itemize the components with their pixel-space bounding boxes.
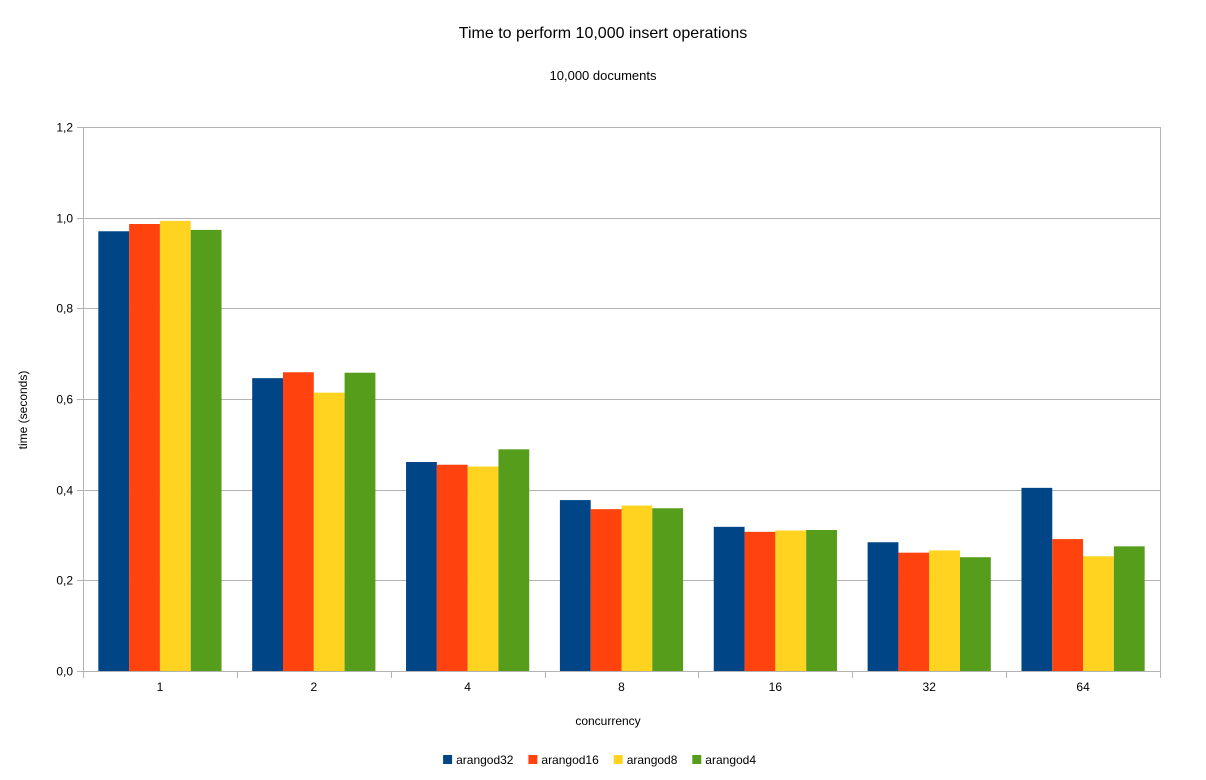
x-tick-label: 1 — [157, 680, 164, 694]
y-tick-label: 0,4 — [56, 484, 73, 498]
x-tick-label: 16 — [769, 680, 783, 694]
bar-arangod8-8 — [621, 505, 653, 671]
bar-arangod16-16 — [744, 531, 776, 671]
x-tick-label: 8 — [618, 680, 625, 694]
bar-arangod8-64 — [1083, 556, 1114, 671]
bar-arangod16-1 — [129, 224, 160, 671]
bar-arangod16-32 — [898, 552, 930, 671]
y-tick-label: 0,0 — [56, 665, 73, 679]
y-axis-title: time (seconds) — [16, 371, 30, 450]
legend-swatch — [692, 755, 702, 764]
bar-arangod16-8 — [590, 509, 622, 671]
y-tick-label: 1,0 — [56, 212, 73, 226]
bar-arangod16-4 — [436, 464, 468, 671]
legend-item-arangod8: arangod8 — [613, 753, 678, 767]
bar-arangod8-1 — [159, 220, 191, 671]
legend-label: arangod16 — [541, 753, 599, 767]
legend-item-arangod4: arangod4 — [692, 753, 756, 767]
bar-arangod4-8 — [652, 508, 684, 671]
bar-arangod8-32 — [929, 550, 961, 671]
y-tick-label: 0,8 — [56, 302, 73, 316]
legend-label: arangod8 — [627, 753, 678, 767]
x-tick-label: 4 — [464, 680, 471, 694]
bar-arangod4-2 — [344, 372, 376, 671]
bar-arangod32-32 — [867, 542, 899, 671]
bar-arangod4-4 — [498, 449, 530, 671]
x-tick-label: 2 — [310, 680, 317, 694]
legend-item-arangod16: arangod16 — [528, 753, 599, 767]
bar-arangod4-32 — [960, 557, 991, 671]
x-axis-title: concurrency — [575, 714, 640, 728]
legend-swatch — [443, 755, 453, 764]
x-tick-label: 64 — [1076, 680, 1090, 694]
bar-arangod4-1 — [190, 229, 222, 671]
legend-swatch — [613, 755, 623, 764]
y-tick-label: 0,6 — [56, 393, 73, 407]
bar-arangod32-16 — [713, 526, 745, 671]
x-tick-label: 32 — [923, 680, 937, 694]
legend-label: arangod32 — [456, 753, 514, 767]
bar-arangod32-4 — [406, 462, 437, 671]
legend-item-arangod32: arangod32 — [443, 753, 514, 767]
legend-label: arangod4 — [705, 753, 756, 767]
bar-arangod8-4 — [467, 466, 499, 671]
bars — [98, 220, 1145, 671]
bar-arangod8-16 — [775, 530, 807, 671]
legend-swatch — [528, 755, 538, 764]
y-tick-label: 1,2 — [56, 121, 73, 135]
bar-arangod8-2 — [313, 392, 345, 671]
legend: arangod32 arangod16 arangod8 arangod4 — [443, 753, 756, 767]
bar-arangod4-64 — [1113, 546, 1145, 671]
bar-arangod32-1 — [98, 231, 130, 671]
x-axis-ticks: 1 2 4 8 16 32 64 — [83, 671, 1161, 694]
bar-arangod16-64 — [1052, 539, 1084, 671]
bar-arangod4-16 — [806, 530, 837, 671]
bar-arangod32-8 — [559, 500, 591, 671]
chart-subtitle: 10,000 documents — [550, 68, 657, 83]
y-axis-ticks: 0,0 0,2 0,4 0,6 0,8 1,0 1,2 — [56, 121, 83, 679]
y-tick-label: 0,2 — [56, 574, 73, 588]
bar-arangod16-2 — [282, 372, 314, 671]
chart-title: Time to perform 10,000 insert operations — [459, 25, 747, 42]
bar-arangod32-2 — [252, 378, 283, 671]
bar-arangod32-64 — [1021, 487, 1053, 671]
